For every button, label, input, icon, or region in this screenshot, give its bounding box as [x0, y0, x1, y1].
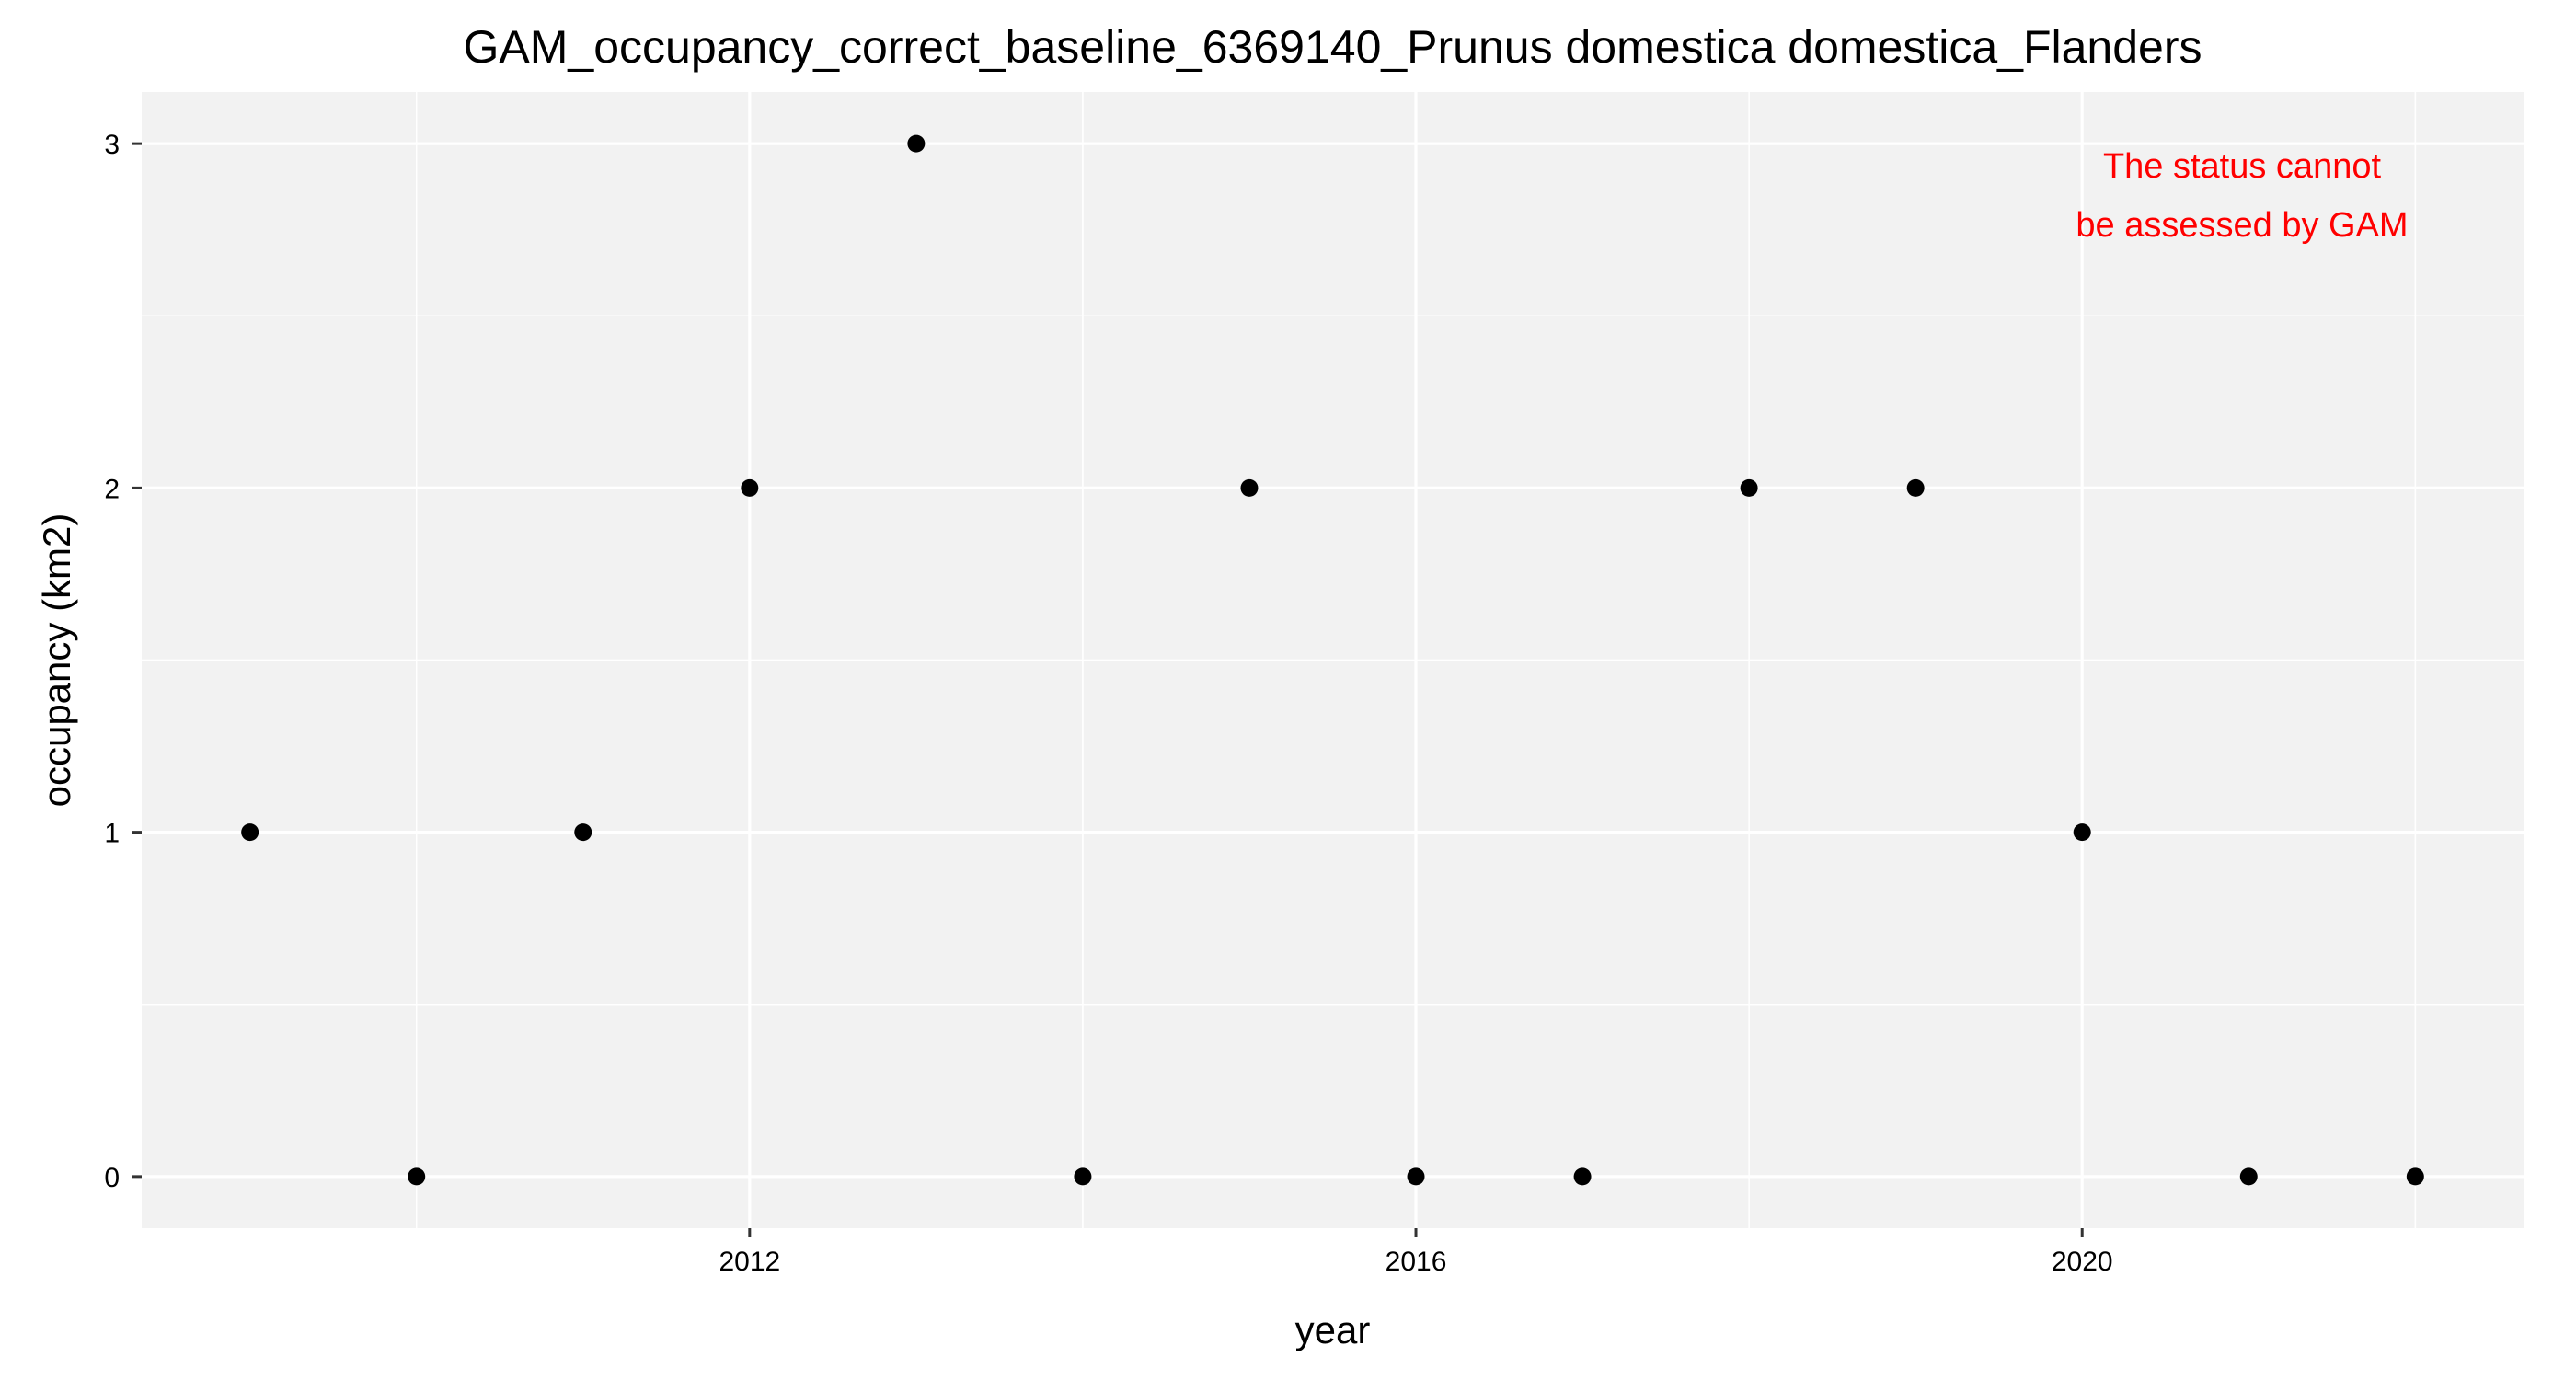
chart-title: GAM_occupancy_correct_baseline_6369140_P… — [464, 21, 2202, 73]
x-axis-title: year — [1295, 1308, 1371, 1351]
data-point — [741, 478, 759, 497]
x-tick-label: 2016 — [1386, 1247, 1447, 1277]
y-axis: 0 1 2 3 — [104, 130, 142, 1193]
data-point — [1740, 478, 1758, 497]
data-point — [1074, 1167, 1092, 1186]
data-point — [1573, 1167, 1592, 1186]
data-point — [408, 1167, 426, 1186]
annotation-line: The status cannot — [2103, 147, 2382, 186]
data-point — [2073, 823, 2091, 842]
data-point — [1906, 478, 1925, 497]
data-point — [1407, 1167, 1425, 1186]
data-point — [2239, 1167, 2258, 1186]
grid-minor — [142, 92, 2524, 1228]
x-axis: 2012 2016 2020 — [719, 1228, 2113, 1277]
y-axis-title: occupancy (km2) — [35, 513, 78, 808]
data-point — [574, 823, 592, 842]
status-annotation: The status cannot be assessed by GAM — [2076, 147, 2408, 245]
x-tick-label: 2020 — [2052, 1247, 2113, 1277]
data-point — [2406, 1167, 2424, 1186]
data-points — [241, 134, 2424, 1186]
grid-major — [142, 92, 2524, 1228]
x-tick-label: 2012 — [719, 1247, 780, 1277]
y-tick-label: 0 — [104, 1163, 120, 1193]
y-tick-label: 3 — [104, 130, 120, 160]
data-point — [907, 134, 926, 153]
y-tick-label: 2 — [104, 474, 120, 504]
data-point — [1240, 478, 1259, 497]
annotation-line: be assessed by GAM — [2076, 206, 2408, 245]
data-point — [241, 823, 259, 842]
y-tick-label: 1 — [104, 819, 120, 849]
